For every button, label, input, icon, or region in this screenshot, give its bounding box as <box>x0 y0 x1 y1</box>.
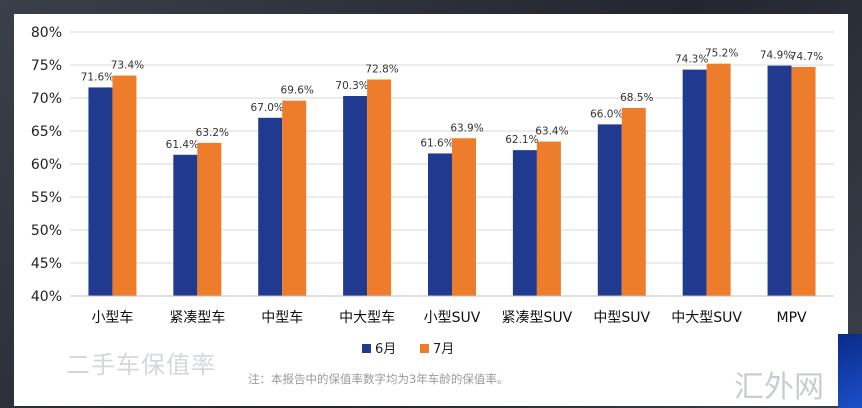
bar <box>258 117 283 296</box>
bar <box>536 141 561 296</box>
bar <box>112 75 137 296</box>
x-tick-label: 紧凑型SUV <box>502 309 573 326</box>
bar <box>621 107 646 297</box>
brand-logo-text: 汇外网 <box>734 370 824 405</box>
bar <box>197 142 222 296</box>
data-label: 70.3% <box>335 80 368 92</box>
data-label: 73.4% <box>111 60 144 72</box>
data-label: 63.2% <box>196 127 229 139</box>
y-tick-label: 50% <box>31 223 62 239</box>
y-tick-label: 40% <box>31 289 62 305</box>
bar <box>343 96 368 297</box>
bar <box>512 150 537 296</box>
bar <box>597 124 622 297</box>
y-tick-label: 80% <box>31 25 62 41</box>
chart-card: 40% 45% 50% 55% 60% 65% 70% 75% 80% 71.6% 73.4% 小型车… <box>14 14 848 406</box>
bar <box>282 100 307 296</box>
y-tick-label: 75% <box>31 58 62 74</box>
data-label: 74.7% <box>790 51 823 63</box>
y-tick-label: 55% <box>31 190 62 206</box>
data-label: 68.5% <box>620 92 653 104</box>
bar <box>682 69 707 296</box>
data-label: 74.3% <box>675 54 708 66</box>
bar <box>428 153 452 296</box>
data-label: 61.6% <box>420 137 453 149</box>
data-label: 62.1% <box>505 134 538 146</box>
x-tick-label: 中型SUV <box>593 310 650 326</box>
legend-label: 6月 <box>375 342 396 357</box>
y-tick-label: 65% <box>31 124 62 140</box>
data-label: 66.0% <box>590 108 623 120</box>
bar <box>452 138 476 296</box>
bar <box>767 65 792 296</box>
legend-swatch <box>420 344 429 353</box>
bar <box>173 154 198 296</box>
y-tick-label: 60% <box>31 157 62 173</box>
corner-decoration <box>838 334 862 408</box>
data-label: 69.6% <box>281 85 314 97</box>
data-label: 67.0% <box>251 102 284 114</box>
x-tick-label: MPV <box>777 310 808 326</box>
x-tick-label: 中大型SUV <box>671 310 742 326</box>
x-tick-label: 中大型车 <box>339 309 395 326</box>
bar <box>88 87 113 296</box>
x-tick-label: 小型SUV <box>424 310 481 326</box>
y-tick-label: 45% <box>31 256 62 272</box>
data-label: 63.9% <box>450 122 483 134</box>
x-tick-label: 中型车 <box>261 309 303 326</box>
data-label: 61.4% <box>166 139 199 151</box>
bar <box>706 63 731 297</box>
watermark-title: 二手车保值率 <box>66 351 216 379</box>
y-tick-label: 70% <box>31 91 62 107</box>
data-label: 72.8% <box>365 64 398 76</box>
data-label: 74.9% <box>760 50 793 62</box>
data-label: 63.4% <box>535 126 568 138</box>
bar <box>367 79 392 297</box>
x-tick-label: 紧凑型车 <box>169 309 225 326</box>
legend-label: 7月 <box>433 342 454 357</box>
bar-chart: 40% 45% 50% 55% 60% 65% 70% 75% 80% 71.6%73.4% 小型车… <box>31 25 834 386</box>
footnote: 注：本报告中的保值率数字均为3年车龄的保值率。 <box>248 372 508 386</box>
data-label: 71.6% <box>81 71 114 83</box>
bar <box>791 66 816 296</box>
legend-swatch <box>362 344 371 353</box>
data-label: 75.2% <box>705 48 738 60</box>
x-tick-label: 小型车 <box>91 309 133 326</box>
